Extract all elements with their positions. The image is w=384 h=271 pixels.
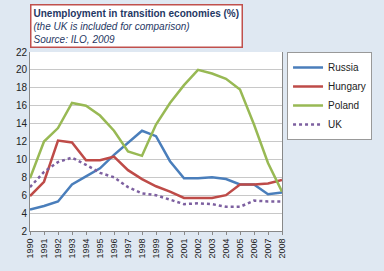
svg-text:UK: UK [328,119,342,130]
svg-text:2006: 2006 [249,239,259,259]
svg-text:Unemployment in transition eco: Unemployment in transition economies (%)… [34,8,240,45]
svg-text:1998: 1998 [137,239,147,259]
svg-text:1995: 1995 [95,239,105,259]
svg-text:2005: 2005 [235,239,245,259]
svg-text:Hungary: Hungary [328,81,366,92]
svg-text:8: 8 [21,172,27,183]
svg-text:1990: 1990 [25,239,35,259]
svg-text:Poland: Poland [328,100,359,111]
svg-text:2004: 2004 [221,239,231,259]
svg-text:2001: 2001 [179,239,189,259]
svg-text:16: 16 [16,100,28,111]
svg-text:2000: 2000 [165,239,175,259]
svg-text:2007: 2007 [263,239,273,259]
svg-text:1999: 1999 [151,239,161,259]
svg-text:18: 18 [16,82,28,93]
svg-text:1997: 1997 [123,239,133,259]
svg-text:1996: 1996 [109,239,119,259]
svg-text:6: 6 [21,190,27,201]
svg-text:1992: 1992 [53,239,63,259]
svg-text:4: 4 [21,208,27,219]
svg-text:1994: 1994 [81,239,91,259]
svg-text:2002: 2002 [193,239,203,259]
svg-text:1993: 1993 [67,239,77,259]
svg-text:2: 2 [21,226,27,237]
svg-text:Russia: Russia [328,62,359,73]
svg-text:1991: 1991 [39,239,49,259]
svg-text:10: 10 [16,154,28,165]
svg-text:2008: 2008 [277,239,287,259]
svg-text:22: 22 [16,47,28,58]
svg-text:20: 20 [16,64,28,75]
svg-text:12: 12 [16,136,28,147]
svg-text:2003: 2003 [207,239,217,259]
svg-text:14: 14 [16,118,28,129]
